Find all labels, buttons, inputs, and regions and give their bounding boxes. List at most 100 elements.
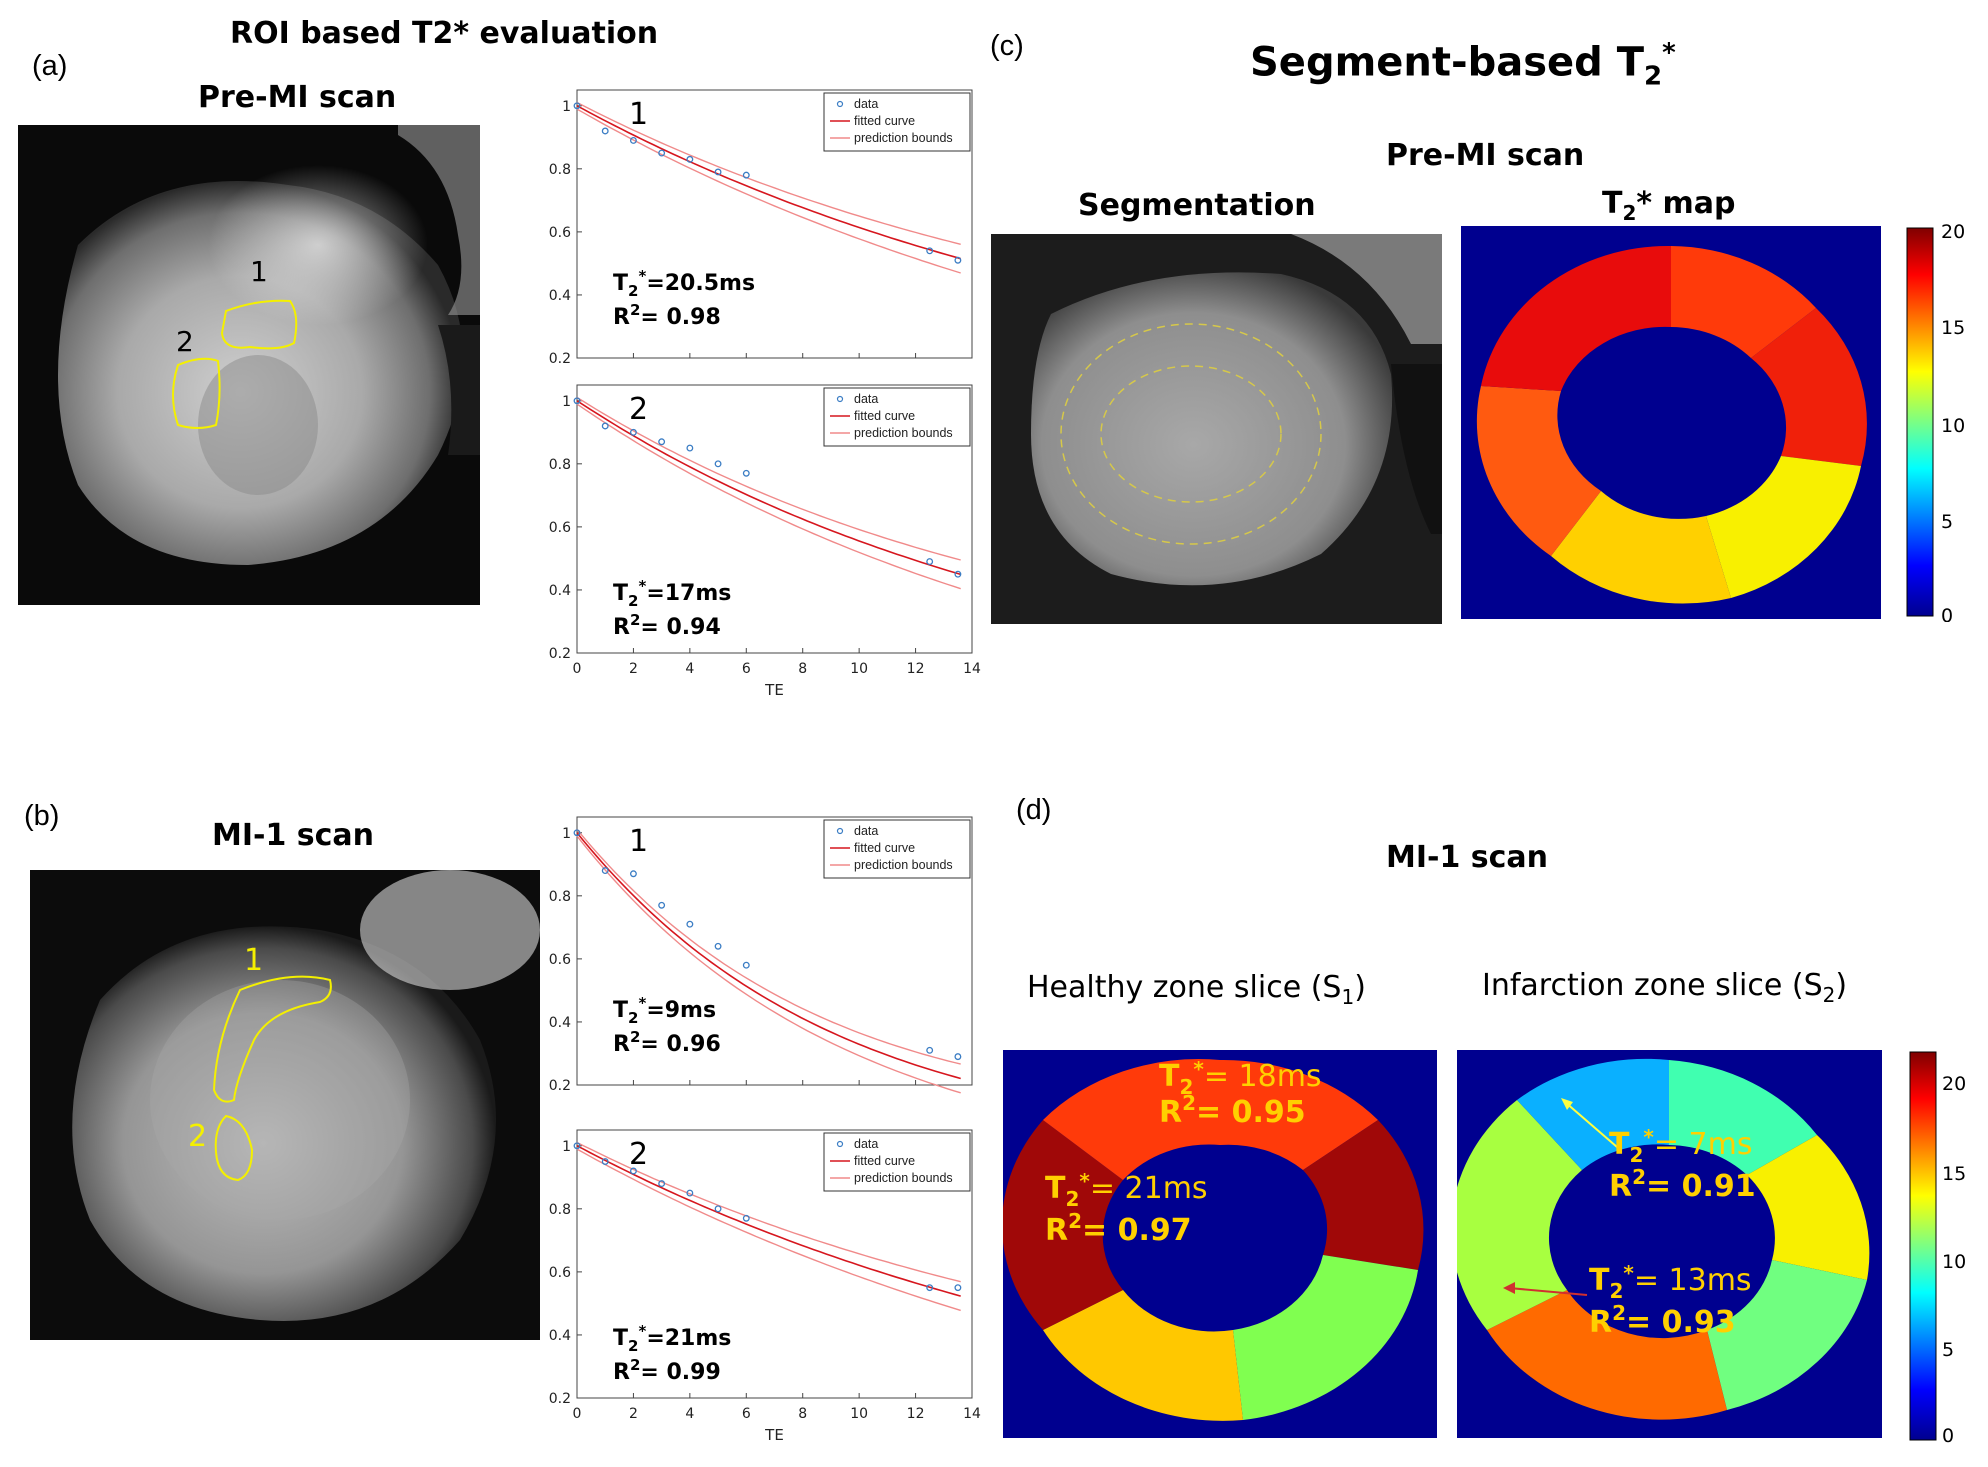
x-tick-label: 12: [907, 661, 925, 677]
data-point: [954, 256, 962, 264]
y-tick-label: 0.4: [549, 1328, 571, 1344]
y-tick-label: 0.6: [549, 952, 571, 968]
roi-label-1: 1: [244, 943, 263, 978]
data-point: [714, 168, 722, 176]
t2-annotation: T2*=20.5ms: [613, 267, 755, 300]
cb-tick: 15: [1941, 317, 1965, 339]
y-tick-label: 0.2: [549, 351, 571, 367]
cb-tick: 0: [1942, 1425, 1954, 1447]
legend-box: [823, 1132, 971, 1192]
data-point: [742, 469, 750, 477]
y-tick-label: 1: [562, 99, 571, 115]
x-tick-label: 0: [573, 1406, 582, 1422]
data-point: [573, 397, 581, 405]
y-tick-label: 0.2: [549, 1078, 571, 1094]
panel-c-scan: Pre-MI scan: [1386, 138, 1585, 173]
chart-a1: 1 0.8 0.6 0.4 0.2 data fitted curve prediction …: [549, 89, 973, 367]
data-point: [954, 1284, 962, 1292]
colorbar-pre-mi: 20 15 10 5 0: [1906, 222, 1965, 622]
prediction-bound-lower: [576, 403, 961, 590]
y-tick-label: 0.6: [549, 1265, 571, 1281]
y-tick-label: 1: [562, 826, 571, 842]
legend-label: prediction bounds: [854, 426, 953, 440]
y-tick-label: 0.8: [549, 457, 571, 473]
panel-a-label: (a): [32, 50, 68, 82]
x-tick-label: 10: [850, 661, 868, 677]
data-point: [601, 422, 609, 430]
fitted-curve: [576, 400, 961, 576]
y-tick-label: 0.2: [549, 646, 571, 662]
t2-map-pre-mi: [1461, 226, 1881, 619]
mri-image-mi-1: 1 2: [30, 870, 540, 1340]
segmentation-image: [991, 234, 1442, 624]
mri-image-pre-mi: 1 2: [18, 125, 480, 605]
data-point: [714, 460, 722, 468]
x-tick-label: 2: [629, 661, 638, 677]
data-point: [658, 438, 666, 446]
roi-outline-2: [214, 1114, 254, 1182]
x-axis-label: TE: [764, 1426, 784, 1444]
x-tick-label: 14: [963, 1406, 981, 1422]
data-point: [714, 1205, 722, 1213]
panel-c-title: Segment-based T2*: [1250, 38, 1676, 92]
y-tick-label: 1: [562, 1139, 571, 1155]
annotation-h1-r2: R2= 0.95: [1159, 1091, 1306, 1130]
roi-number: 2: [629, 1137, 648, 1172]
y-tick-label: 0.6: [549, 225, 571, 241]
y-tick-label: 0.8: [549, 1202, 571, 1218]
cb-tick: 15: [1942, 1163, 1966, 1185]
x-tick-label: 6: [742, 1406, 751, 1422]
data-point: [714, 942, 722, 950]
prediction-bound-upper: [576, 829, 961, 1065]
x-tick-label: 0: [573, 661, 582, 677]
annotation-i1-r2: R2= 0.91: [1609, 1165, 1756, 1204]
annotation-i2-t2: T2*= 13ms: [1589, 1261, 1752, 1303]
panel-a-subtitle: Pre-MI scan: [198, 80, 397, 115]
roi-outline-1: [212, 975, 332, 1103]
data-point: [658, 1180, 666, 1188]
x-tick-label: 14: [963, 661, 981, 677]
prediction-bound-lower: [576, 108, 961, 274]
r2-annotation: R2= 0.98: [613, 301, 721, 330]
legend-label: prediction bounds: [854, 858, 953, 872]
healthy-zone-label: Healthy zone slice (S1): [1027, 970, 1366, 1009]
fitted-curve: [576, 105, 961, 260]
r2-annotation: R2= 0.99: [613, 1356, 721, 1385]
data-point: [573, 102, 581, 110]
annotation-i2-r2: R2= 0.93: [1589, 1301, 1736, 1340]
y-tick-label: 0.4: [549, 1015, 571, 1031]
legend-marker: [836, 100, 844, 108]
data-point: [573, 829, 581, 837]
cb-tick: 5: [1942, 1339, 1954, 1361]
data-point: [686, 920, 694, 928]
data-point: [742, 961, 750, 969]
prediction-bound-upper: [576, 1141, 961, 1283]
y-tick-label: 0.6: [549, 520, 571, 536]
y-tick-label: 1: [562, 394, 571, 410]
data-point: [686, 1189, 694, 1197]
data-point: [629, 428, 637, 436]
panel-d-label: (d): [1016, 794, 1052, 826]
roi-outline-2: [172, 357, 221, 429]
panel-a-title: ROI based T2* evaluation: [230, 16, 659, 51]
x-tick-label: 4: [685, 1406, 694, 1422]
data-point: [954, 1053, 962, 1061]
data-point: [629, 136, 637, 144]
y-tick-label: 0.4: [549, 288, 571, 304]
legend-label: fitted curve: [854, 409, 915, 423]
colorbar-mi-1: 20 15 10 5 0: [1909, 1051, 1966, 1447]
prediction-bound-upper: [576, 101, 961, 245]
x-tick-label: 4: [685, 661, 694, 677]
x-tick-label: 8: [798, 1406, 807, 1422]
annotation-h2-t2: T2*= 21ms: [1045, 1169, 1208, 1211]
r2-annotation: R2= 0.94: [613, 611, 721, 640]
data-point: [629, 1167, 637, 1175]
legend-box: [823, 387, 971, 447]
t2-map-title: T2* map: [1602, 186, 1736, 225]
roi-label-2: 2: [176, 325, 194, 358]
legend-label: fitted curve: [854, 1154, 915, 1168]
data-point: [926, 247, 934, 255]
roi-number: 1: [629, 97, 648, 132]
data-point: [954, 570, 962, 578]
cb-tick: 10: [1942, 1251, 1966, 1273]
